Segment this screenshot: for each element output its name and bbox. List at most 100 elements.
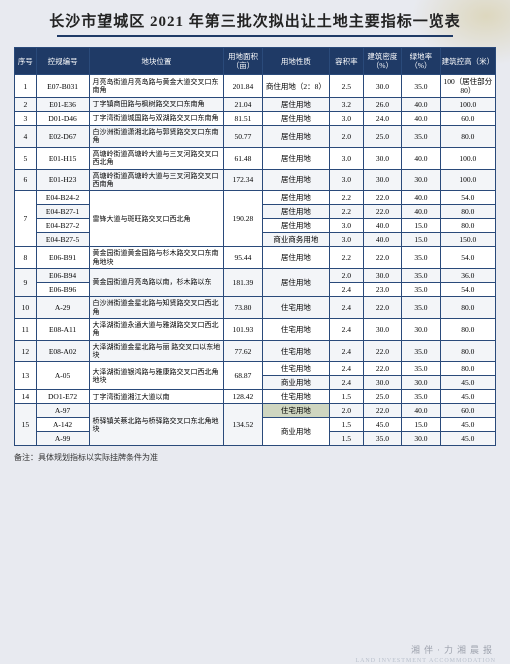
cell: 100.0 (440, 147, 495, 169)
cell: 1.5 (330, 432, 364, 446)
cell: 丁字湾街道城国路与双湖路交叉口东南角 (89, 112, 224, 126)
cell: 6 (15, 169, 37, 191)
cell: 24.0 (363, 112, 401, 126)
cell: 100.0 (440, 169, 495, 191)
cell: 2.4 (330, 340, 364, 362)
cell: 35.0 (402, 340, 440, 362)
cell: 54.0 (440, 247, 495, 269)
cell: 35.0 (402, 269, 440, 283)
cell: 商业用地 (262, 418, 329, 446)
cell: 住宅用地 (262, 390, 329, 404)
cell: 45.0 (363, 418, 401, 432)
cell: E06-B96 (36, 283, 89, 297)
cell: 14 (15, 390, 37, 404)
cell: 22.0 (363, 404, 401, 418)
cell: 80.0 (440, 205, 495, 219)
cell: 3.2 (330, 98, 364, 112)
cell: 住宅用地 (262, 340, 329, 362)
cell: DO1-E72 (36, 390, 89, 404)
cell: 128.42 (224, 390, 262, 404)
cell: 丁字湾街道湘江大道以南 (89, 390, 224, 404)
cell: 80.0 (440, 318, 495, 340)
table-row: 3D01-D46丁字湾街道城国路与双湖路交叉口东南角81.51居住用地3.024… (15, 112, 496, 126)
cell: 22.0 (363, 191, 401, 205)
cell: 住宅用地 (262, 318, 329, 340)
cell: 36.0 (440, 269, 495, 283)
cell: 雷锋大道与斑旺路交叉口西北角 (89, 191, 224, 247)
cell: 172.34 (224, 169, 262, 191)
cell: 80.0 (440, 362, 495, 376)
cell: 15 (15, 404, 37, 446)
cell: E08-A02 (36, 340, 89, 362)
cell: 30.0 (363, 318, 401, 340)
cell: 2.4 (330, 297, 364, 319)
cell: 22.0 (363, 340, 401, 362)
cell: 丁字镇商田路与枫树路交叉口东南角 (89, 98, 224, 112)
col-green: 绿地率（%） (402, 48, 440, 75)
cell: 桥驿镇关蔡北路与桥驿路交叉口东北角地块 (89, 404, 224, 446)
cell: 11 (15, 318, 37, 340)
col-location: 地块位置 (89, 48, 224, 75)
cell: E04-B27-2 (36, 219, 89, 233)
cell: E04-B27-5 (36, 233, 89, 247)
cell: 2.5 (330, 75, 364, 98)
cell: 45.0 (440, 418, 495, 432)
cell: 45.0 (440, 432, 495, 446)
cell: 61.48 (224, 147, 262, 169)
cell: 181.39 (224, 269, 262, 297)
cell: 25.0 (363, 390, 401, 404)
table-row: 10A-29白沙洲街道金星北路与知贤路交叉口西北角73.80住宅用地2.422.… (15, 297, 496, 319)
cell: 73.80 (224, 297, 262, 319)
cell: 22.0 (363, 297, 401, 319)
cell: 40.0 (363, 219, 401, 233)
cell: 35.0 (402, 390, 440, 404)
cell: 30.0 (402, 432, 440, 446)
table-row: 8E06-B91黄金园街道黄金园路与杉木路交叉口东南角地块95.44居住用地2.… (15, 247, 496, 269)
cell: 3.0 (330, 169, 364, 191)
cell: 40.0 (363, 233, 401, 247)
cell: 35.0 (402, 247, 440, 269)
table-row: 7E04-B24-2雷锋大道与斑旺路交叉口西北角190.28居住用地2.222.… (15, 191, 496, 205)
cell: 2.4 (330, 376, 364, 390)
cell: 30.0 (402, 376, 440, 390)
cell: 居住用地 (262, 98, 329, 112)
cell: E08-A11 (36, 318, 89, 340)
cell: 住宅用地 (262, 297, 329, 319)
cell: 77.62 (224, 340, 262, 362)
table-row: 15A-97桥驿镇关蔡北路与桥驿路交叉口东北角地块134.52住宅用地2.022… (15, 404, 496, 418)
cell: 住宅用地 (262, 362, 329, 376)
col-height: 建筑控高（米） (440, 48, 495, 75)
cell: 月亮岛街道月亮岛路与黄金大道交叉口东南角 (89, 75, 224, 98)
cell: 30.0 (363, 376, 401, 390)
land-table: 序号 控规编号 地块位置 用地面积（亩） 用地性质 容积率 建筑密度（%） 绿地… (14, 47, 496, 446)
cell: 居住用地 (262, 169, 329, 191)
cell: A-97 (36, 404, 89, 418)
cell: 大泽湖街道金星北路与丽 路交叉口以东地块 (89, 340, 224, 362)
table-row: 1E07-B031月亮岛街道月亮岛路与黄金大道交叉口东南角201.84商住用地（… (15, 75, 496, 98)
cell: 30.0 (363, 169, 401, 191)
cell: 50.77 (224, 126, 262, 148)
cell: 22.0 (363, 247, 401, 269)
cell: 商业商务用地 (262, 233, 329, 247)
cell: 40.0 (402, 98, 440, 112)
cell: 12 (15, 340, 37, 362)
cell: 5 (15, 147, 37, 169)
cell: 21.04 (224, 98, 262, 112)
cell: 3.0 (330, 219, 364, 233)
footnote: 备注：具体规划指标以实际挂牌条件为准 (14, 452, 496, 463)
header-row: 序号 控规编号 地块位置 用地面积（亩） 用地性质 容积率 建筑密度（%） 绿地… (15, 48, 496, 75)
cell: 1.5 (330, 390, 364, 404)
cell: 2.0 (330, 404, 364, 418)
cell: 居住用地 (262, 269, 329, 297)
table-row: 2E01-E36丁字镇商田路与枫树路交叉口东南角21.04居住用地3.226.0… (15, 98, 496, 112)
cell: 80.0 (440, 297, 495, 319)
cell: 60.0 (440, 112, 495, 126)
cell: A-99 (36, 432, 89, 446)
cell: 居住用地 (262, 219, 329, 233)
cell: 35.0 (402, 297, 440, 319)
cell: 30.0 (363, 75, 401, 98)
cell: 80.0 (440, 340, 495, 362)
cell: 54.0 (440, 191, 495, 205)
cell: 3.0 (330, 233, 364, 247)
cell: 35.0 (402, 283, 440, 297)
